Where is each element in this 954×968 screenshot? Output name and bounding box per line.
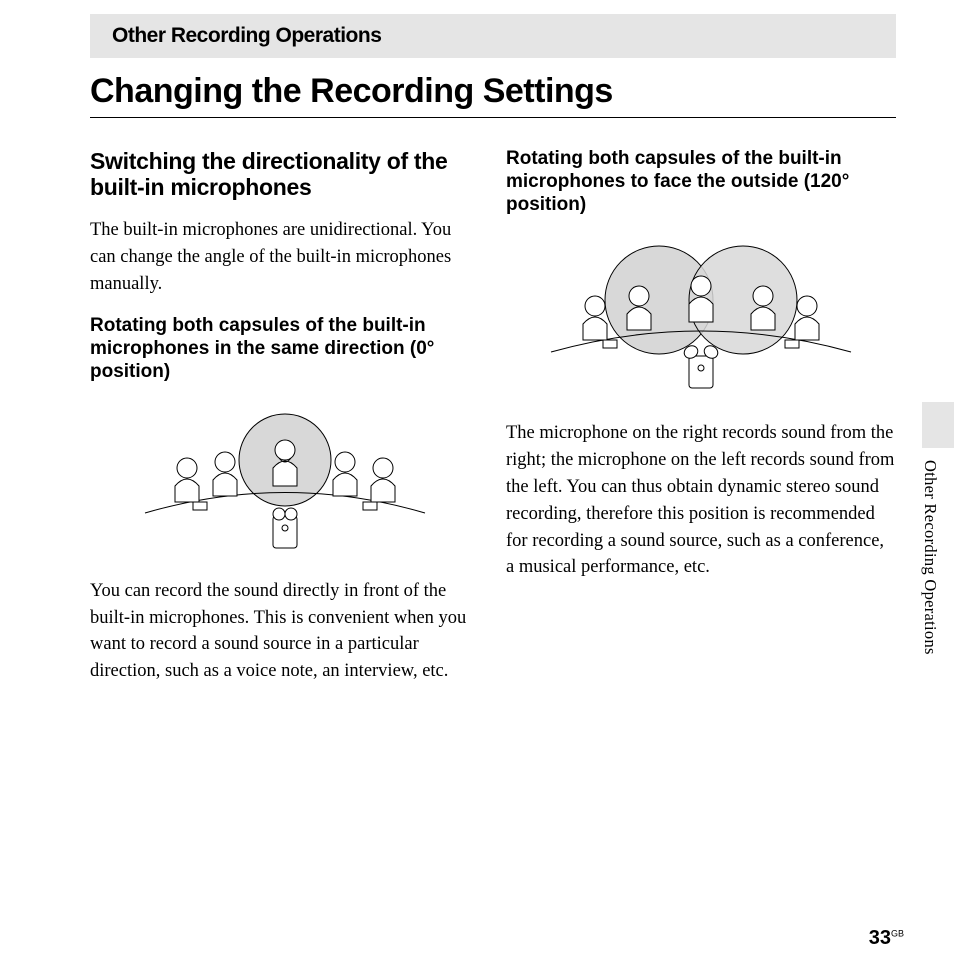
side-label: Other Recording Operations [920, 460, 940, 655]
body-zero: You can record the sound directly in fro… [90, 578, 480, 685]
body-120: The microphone on the right records soun… [506, 420, 896, 581]
page-number-value: 33 [869, 927, 891, 949]
content-columns: Switching the directionality of the buil… [90, 148, 896, 695]
section-heading: Switching the directionality of the buil… [90, 148, 480, 201]
page-title: Changing the Recording Settings [90, 66, 896, 118]
header-bar: Other Recording Operations [90, 14, 896, 58]
diagram-zero-position [125, 398, 445, 558]
sub-heading-120: Rotating both capsules of the built-in m… [506, 148, 896, 216]
left-column: Switching the directionality of the buil… [90, 148, 480, 695]
page-number: 33GB [869, 927, 904, 950]
sub-heading-zero: Rotating both capsules of the built-in m… [90, 315, 480, 383]
diagram-120-position [531, 230, 871, 400]
page-number-suffix: GB [891, 928, 904, 938]
intro-text: The built-in microphones are unidirectio… [90, 217, 480, 297]
breadcrumb: Other Recording Operations [112, 24, 874, 48]
side-tab [922, 402, 954, 448]
right-column: Rotating both capsules of the built-in m… [506, 148, 896, 695]
